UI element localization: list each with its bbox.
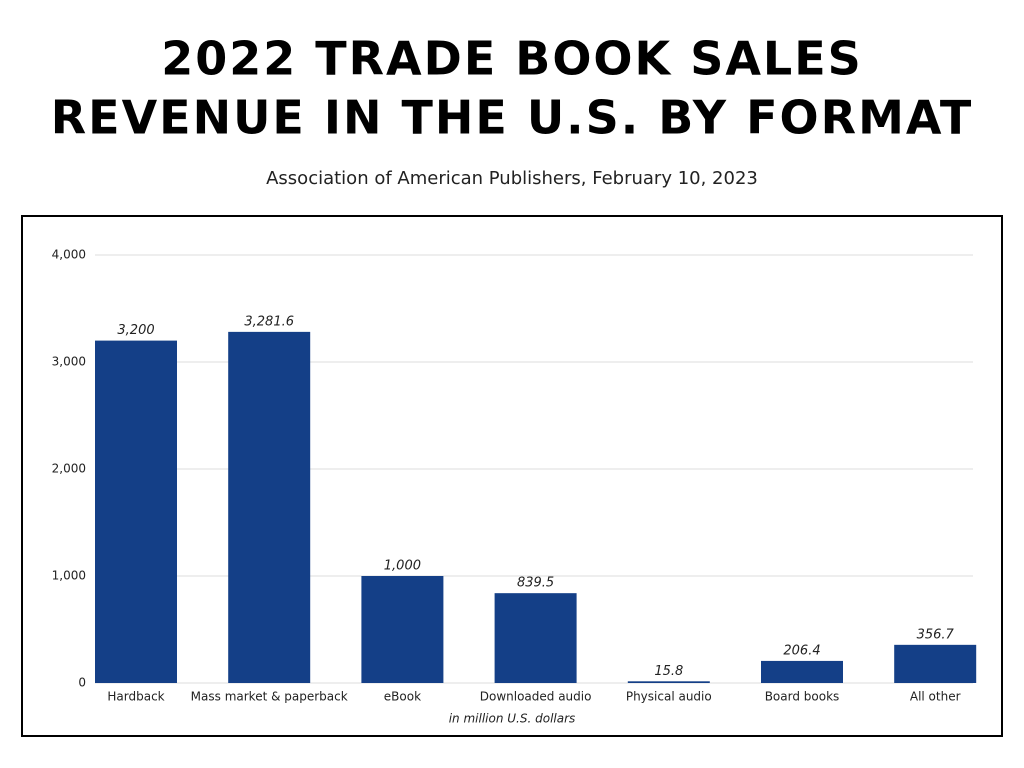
value-label: 3,281.6 <box>244 314 294 329</box>
y-tick-label: 3,000 <box>52 355 86 369</box>
chart-title: 2022 TRADE BOOK SALES <box>161 32 863 86</box>
x-axis-label: in million U.S. dollars <box>449 712 576 726</box>
x-tick-label: Mass market & paperback <box>191 690 348 704</box>
x-tick-label: Downloaded audio <box>480 690 592 704</box>
bar <box>361 576 444 683</box>
y-tick-label: 4,000 <box>52 248 86 262</box>
x-tick-label: Board books <box>765 690 840 704</box>
bar <box>761 660 843 683</box>
x-tick-label: eBook <box>384 690 421 704</box>
value-label: 839.5 <box>517 576 554 591</box>
bar <box>228 331 311 683</box>
y-tick-label: 1,000 <box>52 569 86 583</box>
chart-frame <box>21 215 1003 737</box>
chart-title: REVENUE IN THE U.S. BY FORMAT <box>51 91 974 145</box>
value-label: 3,200 <box>117 323 154 338</box>
x-tick-label: Hardback <box>107 690 164 704</box>
y-tick-label: 0 <box>78 676 86 690</box>
value-label: 1,000 <box>384 559 421 574</box>
chart-subtitle: Association of American Publishers, Febr… <box>266 168 758 189</box>
bar <box>494 593 577 683</box>
value-label: 356.7 <box>917 627 955 642</box>
value-label: 206.4 <box>783 643 820 658</box>
y-tick-label: 2,000 <box>52 462 86 476</box>
x-tick-label: All other <box>910 690 961 704</box>
bar <box>95 340 177 683</box>
bar <box>627 681 710 683</box>
x-tick-label: Physical audio <box>626 690 712 704</box>
value-label: 15.8 <box>654 664 683 679</box>
bar <box>894 644 977 683</box>
